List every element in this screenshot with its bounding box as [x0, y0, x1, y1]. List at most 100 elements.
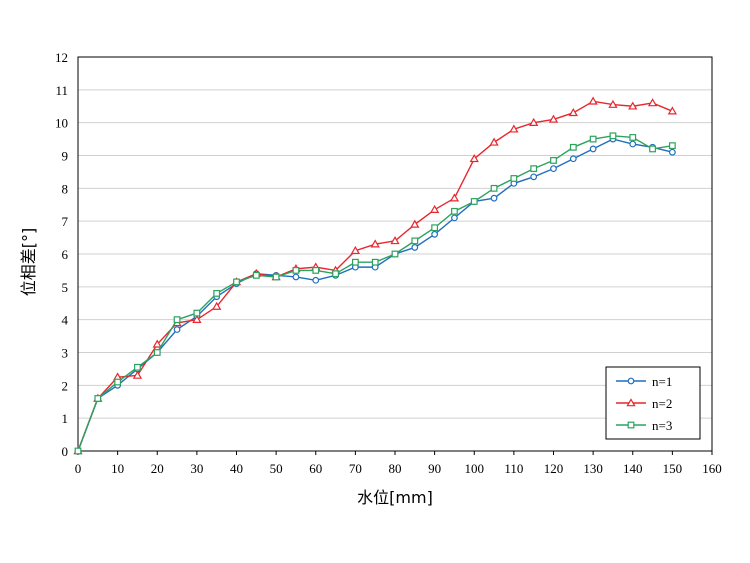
x-tick-label: 50 [270, 461, 283, 476]
data-point [668, 142, 676, 150]
data-point [410, 219, 420, 228]
series-n=1 [74, 135, 676, 455]
data-point [370, 239, 380, 248]
data-point [608, 99, 618, 108]
legend-label: n=3 [652, 418, 672, 433]
data-point [272, 273, 280, 281]
legend: n=1 n=2 n=3 [605, 366, 701, 440]
data-point [569, 143, 577, 151]
data-point [451, 207, 458, 215]
data-point [470, 198, 478, 205]
data-point [411, 237, 419, 245]
legend-entry: n=2 [616, 396, 672, 411]
data-point [629, 134, 637, 141]
data-point [627, 377, 635, 385]
series-n=3 [74, 132, 676, 455]
data-point [213, 290, 221, 297]
series-lines [73, 96, 678, 455]
data-point [153, 349, 161, 356]
y-tick-label: 11 [55, 83, 68, 98]
y-tick-label: 2 [62, 378, 69, 393]
y-tick-label: 0 [62, 444, 69, 459]
data-point [628, 101, 638, 110]
data-point [509, 124, 519, 133]
data-point [667, 106, 678, 115]
x-tick-label: 160 [702, 461, 722, 476]
data-point [668, 148, 676, 156]
x-tick-label: 100 [465, 461, 485, 476]
x-tick-label: 140 [623, 461, 643, 476]
data-point [530, 173, 538, 181]
x-tick-label: 110 [504, 461, 523, 476]
y-tick-label: 1 [62, 411, 69, 426]
x-tick-label: 40 [230, 461, 243, 476]
data-point [312, 267, 320, 274]
data-point [589, 145, 597, 153]
data-point [233, 278, 240, 286]
x-tick-label: 60 [309, 461, 322, 476]
data-point [626, 398, 636, 407]
data-point [469, 153, 479, 163]
legend-entry: n=1 [616, 374, 672, 389]
data-point [332, 270, 339, 278]
legend-entry: n=3 [616, 418, 672, 433]
series-n=2 [73, 96, 678, 455]
legend-label: n=2 [652, 396, 672, 411]
data-point [550, 157, 557, 164]
data-point [431, 230, 439, 238]
data-point [569, 155, 577, 163]
data-point [609, 132, 617, 140]
y-tick-label: 3 [62, 346, 69, 361]
x-tick-label: 120 [544, 461, 564, 476]
x-tick-label: 80 [389, 461, 402, 476]
x-tick-label: 150 [663, 461, 683, 476]
data-point [568, 108, 578, 117]
x-tick-label: 70 [349, 461, 362, 476]
y-tick-label: 12 [55, 50, 68, 65]
data-point [429, 204, 440, 213]
data-point [350, 245, 361, 255]
data-point [371, 258, 379, 266]
series-line [77, 138, 673, 452]
data-point [351, 258, 359, 266]
data-point [292, 273, 300, 281]
x-axis-title: 水位[mm] [357, 488, 433, 507]
y-tick-label: 4 [62, 313, 69, 328]
data-point [490, 194, 498, 202]
data-point [629, 140, 637, 148]
x-axis-ticks: 0 10 20 30 40 50 60 70 80 90 100 110 120 130 140 150 160 [75, 451, 722, 476]
data-point [132, 370, 143, 379]
legend-label: n=1 [652, 374, 672, 389]
data-point [548, 114, 559, 123]
data-point [193, 309, 201, 317]
data-point [173, 326, 181, 333]
data-point [647, 98, 658, 107]
x-tick-label: 130 [583, 461, 603, 476]
data-point [252, 271, 260, 279]
data-point [550, 165, 557, 173]
y-tick-label: 8 [62, 181, 69, 196]
y-tick-label: 6 [62, 247, 69, 262]
x-tick-label: 90 [428, 461, 441, 476]
data-point [411, 244, 419, 251]
x-tick-label: 30 [190, 461, 203, 476]
data-point [490, 184, 498, 192]
x-tick-label: 0 [75, 461, 82, 476]
data-point [74, 447, 82, 455]
x-tick-label: 20 [151, 461, 164, 476]
data-point [173, 316, 181, 324]
data-point [152, 339, 162, 348]
data-point [510, 175, 518, 182]
data-point [449, 193, 460, 202]
y-tick-label: 5 [62, 280, 69, 295]
data-point [530, 165, 538, 173]
data-point [114, 378, 122, 386]
data-point [529, 117, 539, 126]
data-point [489, 137, 499, 146]
y-tick-label: 7 [62, 214, 69, 229]
data-point [588, 96, 598, 105]
data-point [649, 145, 656, 153]
data-point [212, 301, 222, 310]
x-tick-label: 10 [111, 461, 124, 476]
